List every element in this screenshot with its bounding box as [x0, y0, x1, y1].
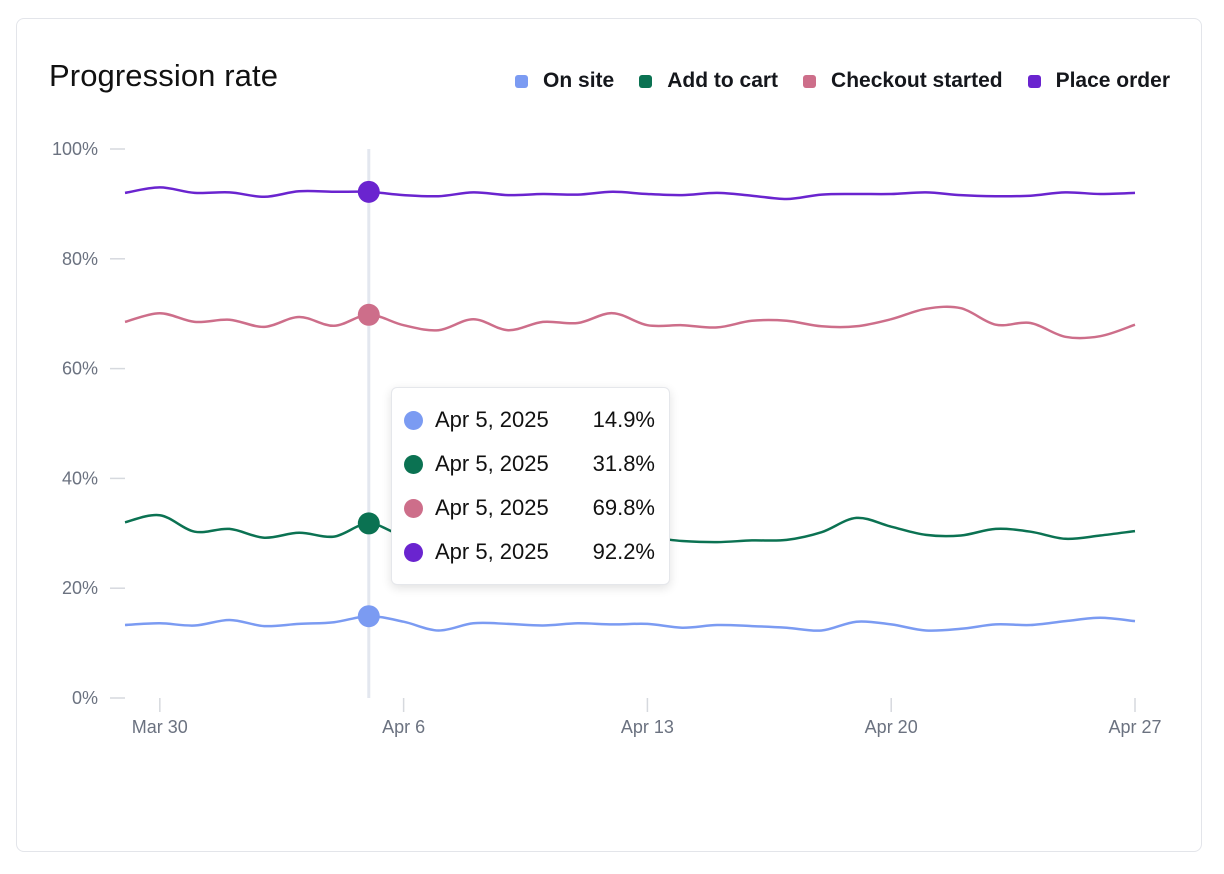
y-tick-label: 100%	[52, 139, 98, 159]
tooltip-dot-place-order	[404, 542, 423, 562]
series-line-on-site[interactable]	[124, 614, 1136, 632]
tooltip-value: 14.9%	[592, 407, 655, 432]
hover-point-add-to-cart[interactable]	[357, 512, 380, 535]
x-tick-label: Apr 6	[382, 717, 425, 737]
x-tick-label: Apr 27	[1108, 717, 1161, 737]
y-tick-label: 40%	[62, 468, 98, 488]
series-line-place-order[interactable]	[124, 186, 1136, 201]
y-axis: 0% 20% 40% 60% 80% 100%	[52, 139, 125, 708]
legend-label-add-to-cart: Add to cart	[667, 69, 779, 92]
legend-label-on-site: On site	[543, 69, 615, 92]
hover-point-on-site[interactable]	[357, 605, 380, 628]
hover-point-place-order[interactable]	[357, 180, 380, 203]
chart-legend: On site Add to cart Checkout started Pla…	[515, 69, 1170, 93]
legend-swatch-add-to-cart	[639, 74, 653, 88]
legend-item-checkout-started[interactable]: Checkout started	[803, 69, 1003, 93]
hover-markers	[357, 180, 380, 628]
tooltip-value: 31.8%	[592, 451, 655, 476]
tooltip-row: Apr 5, 2025 14.9%	[404, 398, 655, 442]
legend-item-place-order[interactable]: Place order	[1027, 69, 1170, 93]
chart-title: Progression rate	[49, 58, 279, 93]
x-axis: Mar 30 Apr 6 Apr 13 Apr 20 Apr 27	[132, 698, 1162, 737]
y-tick-label: 20%	[62, 578, 98, 598]
legend-label-place-order: Place order	[1055, 69, 1170, 92]
tooltip-row: Apr 5, 2025 92.2%	[404, 530, 655, 574]
tooltip-dot-checkout-started	[404, 498, 423, 518]
legend-item-add-to-cart[interactable]: Add to cart	[639, 69, 778, 93]
x-tick-label: Mar 30	[132, 717, 188, 737]
legend-swatch-place-order	[1027, 74, 1041, 88]
tooltip-value: 92.2%	[592, 539, 655, 564]
y-tick-label: 60%	[62, 359, 98, 379]
x-tick-label: Apr 20	[865, 717, 918, 737]
hover-point-checkout-started[interactable]	[357, 303, 380, 326]
legend-swatch-on-site	[515, 74, 529, 88]
tooltip-value: 69.8%	[592, 495, 655, 520]
tooltip-dot-on-site	[404, 410, 423, 430]
tooltip-row: Apr 5, 2025 69.8%	[404, 486, 655, 530]
x-tick-label: Apr 13	[621, 717, 674, 737]
chart-tooltip: Apr 5, 2025 14.9% Apr 5, 2025 31.8% Apr …	[391, 387, 670, 585]
y-tick-label: 80%	[62, 249, 98, 269]
legend-item-on-site[interactable]: On site	[515, 69, 614, 93]
y-tick-label: 0%	[72, 688, 98, 708]
tooltip-row: Apr 5, 2025 31.8%	[404, 442, 655, 486]
tooltip-date: Apr 5, 2025	[435, 495, 549, 520]
tooltip-date: Apr 5, 2025	[435, 451, 549, 476]
legend-swatch-checkout-started	[803, 74, 817, 88]
tooltip-dot-add-to-cart	[404, 454, 423, 474]
legend-label-checkout-started: Checkout started	[831, 69, 1003, 92]
tooltip-date: Apr 5, 2025	[435, 539, 549, 564]
tooltip-date: Apr 5, 2025	[435, 407, 549, 432]
series-line-checkout-started[interactable]	[124, 305, 1136, 340]
